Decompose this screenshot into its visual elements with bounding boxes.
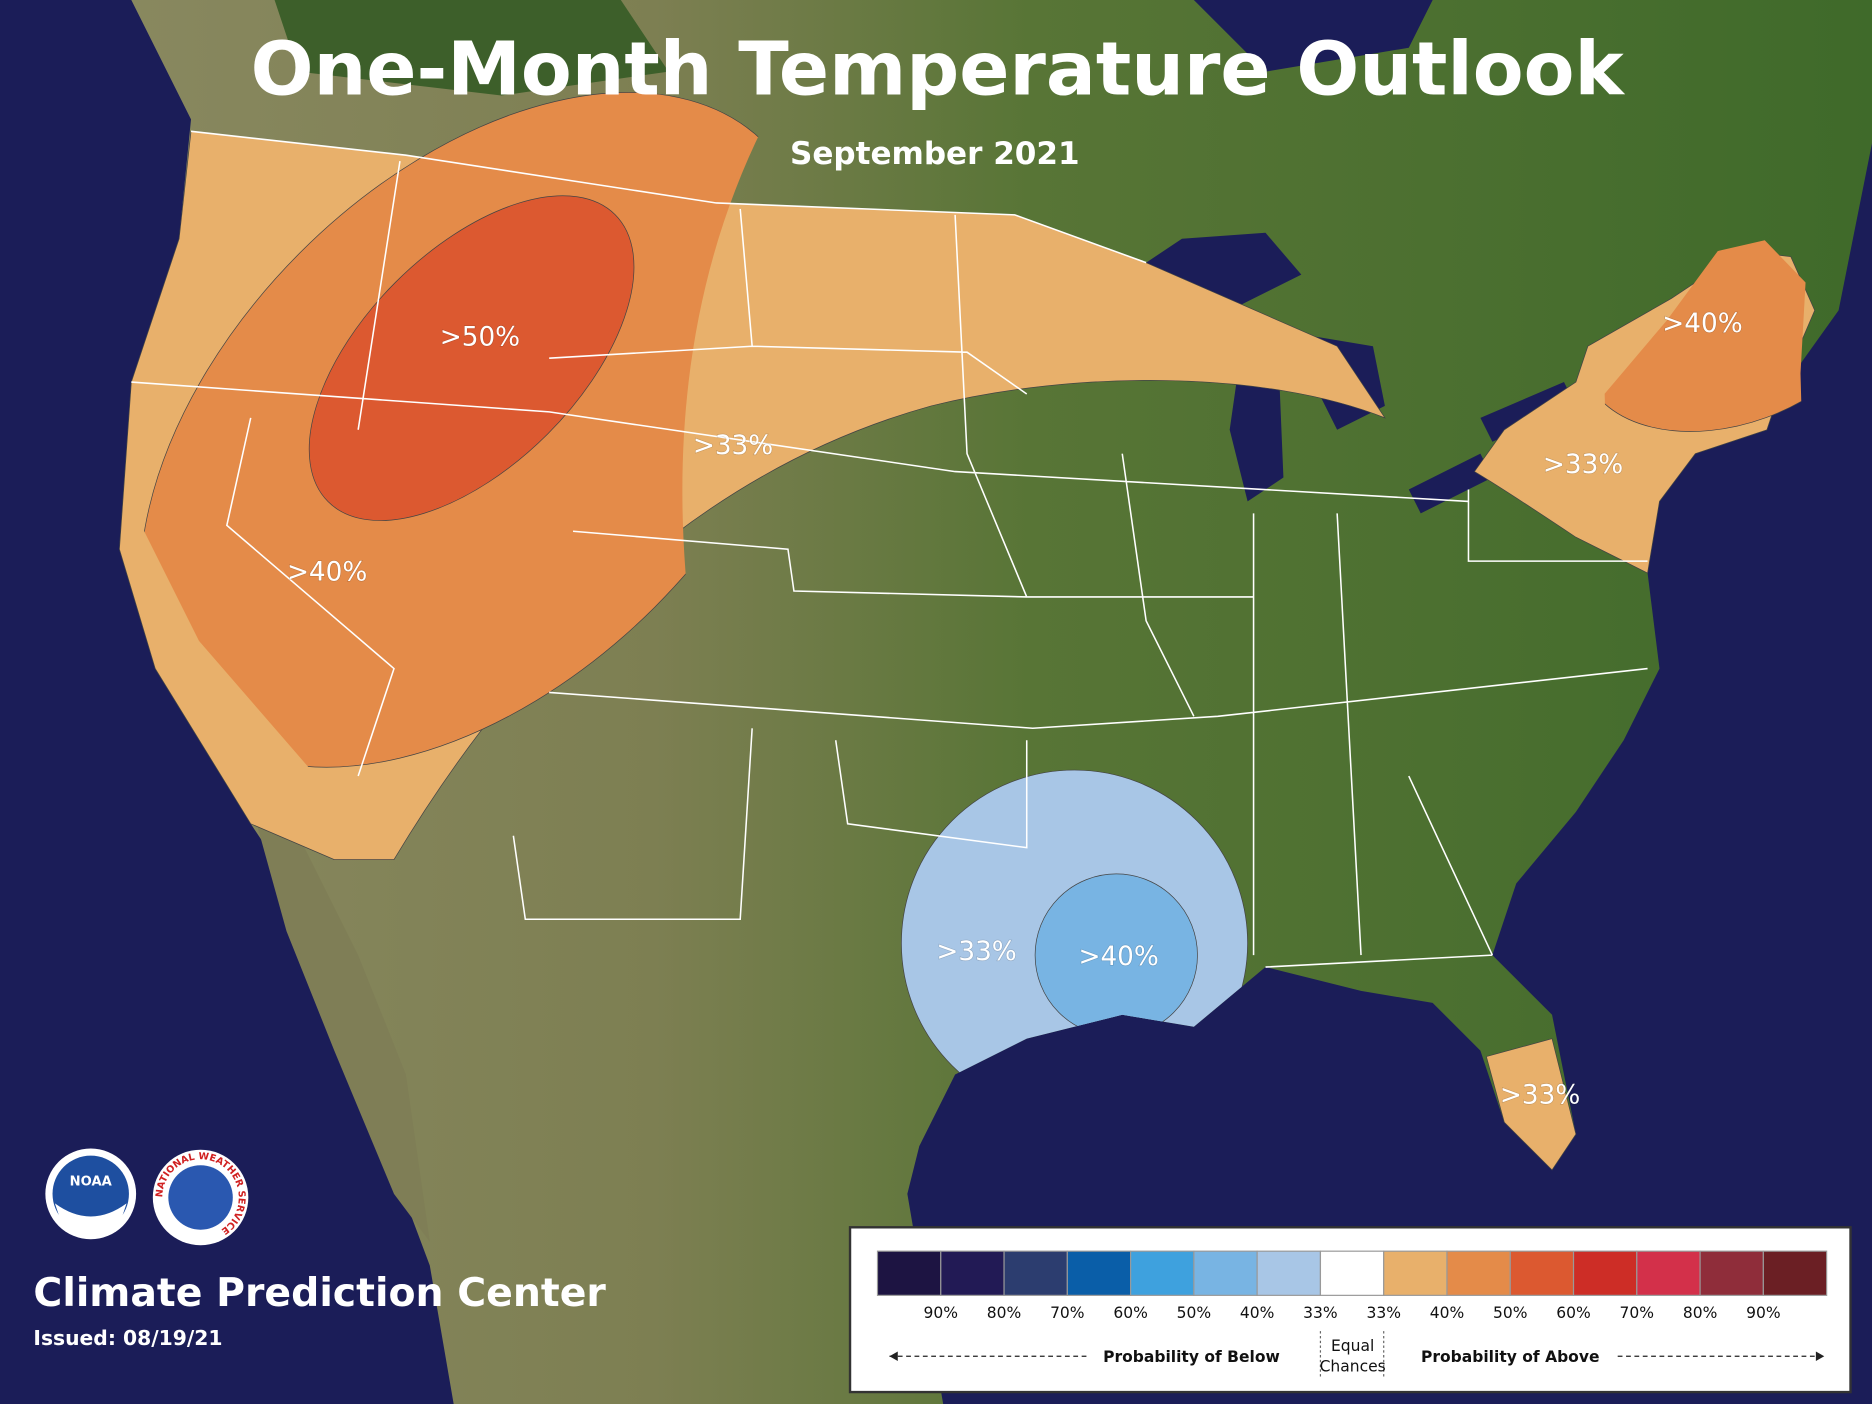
legend-swatch bbox=[1383, 1250, 1448, 1296]
legend-swatch bbox=[940, 1250, 1005, 1296]
legend-label: 60% bbox=[1113, 1304, 1148, 1322]
legend-label: 50% bbox=[1493, 1304, 1528, 1322]
legend-label: 50% bbox=[1177, 1304, 1212, 1322]
region-label: >33% bbox=[693, 431, 773, 461]
legend-swatch bbox=[1762, 1250, 1828, 1296]
legend-label: 90% bbox=[924, 1304, 959, 1322]
legend-label: 33% bbox=[1366, 1304, 1401, 1322]
subtitle: September 2021 bbox=[790, 136, 1080, 172]
legend-label: 70% bbox=[1050, 1304, 1085, 1322]
region-label: >33% bbox=[1543, 450, 1623, 480]
legend-label: 40% bbox=[1240, 1304, 1275, 1322]
legend-label: 90% bbox=[1746, 1304, 1781, 1322]
legend-swatch bbox=[1003, 1250, 1068, 1296]
above-50-west bbox=[308, 195, 635, 521]
above-33-florida bbox=[1485, 1038, 1577, 1171]
legend-label: 80% bbox=[1683, 1304, 1718, 1322]
region-label: >33% bbox=[1500, 1080, 1580, 1110]
above-arrowhead bbox=[1815, 1351, 1825, 1362]
issued-date: Issued: 08/19/21 bbox=[33, 1326, 222, 1350]
title: One-Month Temperature Outlook bbox=[251, 27, 1626, 113]
legend: Probability of Below Equal Chances Proba… bbox=[848, 1226, 1852, 1394]
below-arrowhead bbox=[889, 1351, 898, 1362]
above-label: Probability of Above bbox=[1421, 1348, 1599, 1366]
region-label: >40% bbox=[287, 558, 367, 588]
legend-label: 33% bbox=[1303, 1304, 1338, 1322]
region-label: >40% bbox=[1078, 942, 1158, 972]
nws-logo: NATIONAL WEATHER SERVICE bbox=[152, 1149, 249, 1246]
equal-label: Chances bbox=[1320, 1357, 1386, 1375]
legend-label: 70% bbox=[1620, 1304, 1655, 1322]
legend-swatch bbox=[1193, 1250, 1258, 1296]
region-label: >33% bbox=[936, 937, 1016, 967]
canada-forest bbox=[274, 0, 669, 96]
legend-swatch bbox=[1509, 1250, 1575, 1296]
legend-swatch bbox=[1130, 1250, 1195, 1296]
baja bbox=[256, 823, 430, 1242]
legend-label: 60% bbox=[1556, 1304, 1591, 1322]
below-label: Probability of Below bbox=[1103, 1348, 1280, 1366]
legend-swatch bbox=[1066, 1250, 1132, 1296]
legend-swatch bbox=[876, 1250, 942, 1296]
equal-label: Equal bbox=[1331, 1337, 1374, 1355]
noaa-logo: NOAA bbox=[45, 1148, 137, 1240]
legend-swatch bbox=[1699, 1250, 1764, 1296]
legend-label: 40% bbox=[1430, 1304, 1465, 1322]
legend-label: 80% bbox=[987, 1304, 1022, 1322]
legend-swatch bbox=[1319, 1250, 1385, 1296]
legend-swatch bbox=[1256, 1250, 1322, 1296]
region-label: >50% bbox=[440, 322, 520, 352]
agency: Climate Prediction Center bbox=[33, 1270, 606, 1316]
state-lines bbox=[131, 130, 1648, 968]
legend-swatch bbox=[1446, 1250, 1511, 1296]
region-label: >40% bbox=[1662, 309, 1742, 339]
noaa-text: NOAA bbox=[70, 1174, 113, 1189]
legend-swatch bbox=[1636, 1250, 1701, 1296]
legend-swatch bbox=[1572, 1250, 1638, 1296]
